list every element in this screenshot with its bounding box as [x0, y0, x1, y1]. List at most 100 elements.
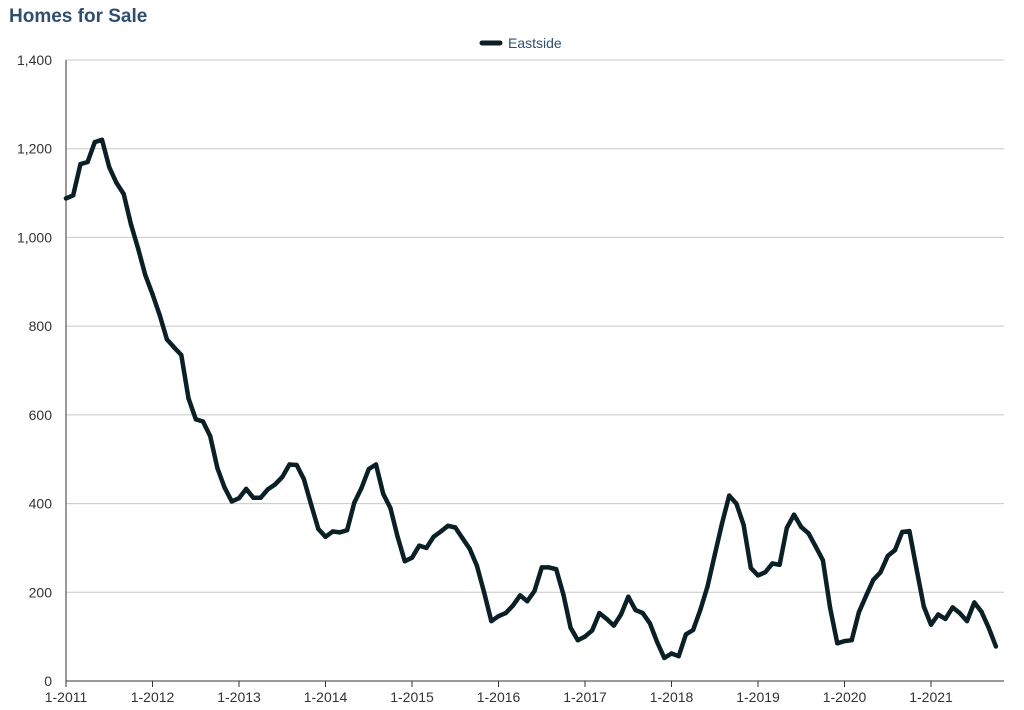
data-point [835, 641, 840, 646]
x-tick-label: 1-2012 [131, 689, 175, 705]
data-points [63, 137, 999, 661]
data-point [561, 592, 566, 597]
data-point [986, 625, 991, 630]
data-point [806, 531, 811, 536]
data-point [734, 501, 739, 506]
data-point [467, 546, 472, 551]
data-point [791, 512, 797, 517]
data-point [863, 593, 869, 598]
data-point [597, 610, 602, 616]
data-point [539, 565, 544, 570]
data-point [215, 465, 220, 471]
data-point [914, 567, 919, 572]
data-point [813, 544, 818, 549]
data-point [92, 139, 98, 145]
y-tick-label: 1,400 [17, 52, 52, 68]
x-tick-label: 1-2011 [45, 689, 88, 705]
data-point [575, 638, 580, 643]
data-point [705, 584, 710, 589]
x-tick-labels: 1-2011 1-2012 1-2013 1-2014 1-2015 1-2016 1-20… [45, 689, 953, 705]
data-point [474, 563, 480, 568]
data-point [510, 603, 516, 608]
data-point [525, 599, 530, 604]
chart-title: Homes for Sale [9, 6, 148, 27]
x-tick-label: 1-2016 [477, 689, 521, 705]
data-point [496, 614, 501, 619]
data-point [900, 529, 905, 535]
data-point [481, 590, 487, 595]
data-point [316, 526, 321, 532]
data-point [582, 634, 588, 639]
data-point [63, 196, 69, 201]
data-point [719, 521, 725, 526]
data-point [337, 530, 343, 535]
series-line-eastside [63, 137, 999, 661]
data-point [460, 536, 465, 541]
data-point [611, 623, 616, 628]
data-point [150, 292, 155, 297]
data-point [698, 607, 703, 613]
data-point [85, 159, 90, 165]
data-point [359, 485, 364, 491]
data-point [409, 555, 415, 560]
x-tick-label: 1-2020 [823, 689, 867, 705]
data-point [907, 528, 912, 534]
y-tick-label: 0 [44, 673, 52, 689]
data-point [878, 570, 883, 575]
data-point [950, 605, 955, 610]
data-point [114, 180, 119, 186]
data-point [135, 246, 141, 251]
data-point [777, 562, 782, 567]
data-point [388, 505, 393, 511]
data-point [308, 502, 314, 507]
data-point [662, 655, 667, 661]
axes [65, 60, 1004, 687]
series-layer [63, 137, 999, 661]
data-point [431, 534, 436, 539]
data-point [683, 632, 689, 637]
data-point [871, 577, 876, 583]
data-point [143, 272, 148, 278]
data-point [164, 337, 170, 342]
data-point [424, 545, 429, 551]
data-point [453, 525, 458, 530]
data-point [921, 604, 926, 609]
data-point [784, 525, 789, 531]
data-point [265, 487, 270, 492]
data-point [258, 495, 263, 500]
data-point [546, 565, 552, 570]
data-point [208, 433, 213, 439]
data-point [244, 486, 249, 492]
data-point [654, 639, 660, 645]
legend: Eastside [479, 35, 562, 51]
data-point [251, 495, 256, 500]
data-point [222, 485, 227, 490]
data-point [280, 474, 285, 480]
data-point [842, 638, 847, 644]
data-point [99, 137, 105, 142]
data-point [748, 565, 753, 571]
data-point [78, 162, 83, 167]
x-tick-label: 1-2014 [304, 689, 348, 705]
data-point [763, 570, 768, 575]
data-point [979, 609, 984, 614]
data-point [676, 654, 681, 659]
data-point [849, 638, 854, 643]
data-point [179, 352, 184, 358]
data-point [445, 523, 451, 528]
data-point [489, 618, 494, 624]
data-point [344, 528, 350, 533]
data-point [618, 612, 624, 617]
data-point [200, 419, 206, 424]
x-tick-label: 1-2021 [909, 689, 953, 705]
data-point [193, 417, 198, 422]
data-point [690, 627, 696, 633]
x-tick-label: 1-2019 [736, 689, 780, 705]
data-point [647, 621, 653, 626]
data-point [885, 553, 890, 559]
data-point [669, 651, 674, 656]
data-point [741, 522, 746, 528]
data-point [157, 312, 162, 318]
data-point [957, 610, 962, 616]
data-point [936, 612, 941, 617]
